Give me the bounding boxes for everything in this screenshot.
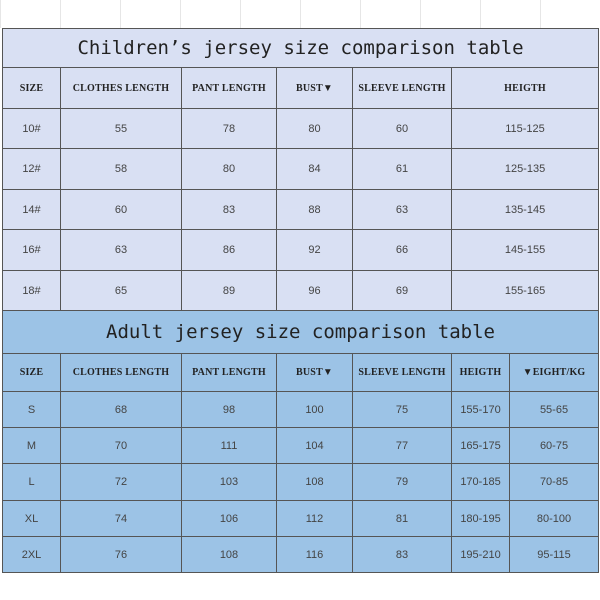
column-header: BUST▼ [276, 353, 353, 392]
column-header: BUST▼ [276, 67, 353, 109]
column-header: PANT LENGTH [181, 67, 277, 109]
table-cell: 60 [352, 108, 452, 149]
adult-table-title: Adult jersey size comparison table [1, 310, 600, 354]
table-cell: 100 [276, 391, 353, 428]
column-header: SIZE [2, 353, 61, 392]
table-cell: 84 [276, 148, 353, 190]
table-cell: 55 [60, 108, 182, 149]
table-cell: 60-75 [508, 427, 600, 464]
table-cell: 83 [181, 189, 277, 230]
table-cell: 63 [352, 189, 452, 230]
table-cell: 16# [2, 229, 61, 271]
table-cell: 180-195 [451, 500, 510, 537]
table-cell: 98 [181, 391, 277, 428]
table-cell: 14# [2, 189, 61, 230]
table-cell: S [2, 391, 61, 428]
table-cell: 78 [181, 108, 277, 149]
table-cell: 111 [181, 427, 277, 464]
column-header: CLOTHES LENGTH [60, 353, 182, 392]
column-header: HEIGTH [450, 67, 600, 109]
column-header: SIZE [2, 67, 61, 109]
table-cell: 106 [181, 500, 277, 537]
table-cell: 170-185 [451, 463, 510, 501]
table-cell: 18# [2, 270, 61, 311]
table-cell: 155-165 [450, 270, 600, 311]
table-cell: 165-175 [451, 427, 510, 464]
table-cell: 92 [276, 229, 353, 271]
table-cell: 81 [352, 500, 452, 537]
table-cell: 69 [352, 270, 452, 311]
table-cell: 145-155 [450, 229, 600, 271]
table-cell: 80 [276, 108, 353, 149]
table-cell: 88 [276, 189, 353, 230]
table-cell: XL [2, 500, 61, 537]
table-cell: 12# [2, 148, 61, 190]
table-cell: 76 [60, 536, 182, 573]
column-header: HEIGTH [451, 353, 510, 392]
column-header: PANT LENGTH [181, 353, 277, 392]
table-cell: 96 [276, 270, 353, 311]
table-cell: 116 [276, 536, 353, 573]
table-row: M 70 111 104 77 165-175 60-75 [2, 427, 600, 464]
table-cell: 72 [60, 463, 182, 501]
table-row: L 72 103 108 79 170-185 70-85 [2, 463, 600, 501]
table-cell: 112 [276, 500, 353, 537]
column-header: CLOTHES LENGTH [60, 67, 182, 109]
table-cell: 83 [352, 536, 452, 573]
table-cell: 155-170 [451, 391, 510, 428]
table-cell: 10# [2, 108, 61, 149]
table-row: XL 74 106 112 81 180-195 80-100 [2, 500, 600, 537]
children-size-table: Children’s jersey size comparison table … [1, 28, 600, 311]
column-header: SLEEVE LENGTH [352, 67, 452, 109]
adult-header-row: SIZE CLOTHES LENGTH PANT LENGTH BUST▼ SLEEVE… [2, 353, 600, 392]
table-cell: 125-135 [450, 148, 600, 190]
table-cell: 74 [60, 500, 182, 537]
table-row: 18# 65 89 96 69 155-165 [2, 270, 600, 311]
table-cell: 89 [181, 270, 277, 311]
table-cell: 65 [60, 270, 182, 311]
table-cell: 60 [60, 189, 182, 230]
table-cell: 80 [181, 148, 277, 190]
table-cell: 115-125 [450, 108, 600, 149]
children-header-row: SIZE CLOTHES LENGTH PANT LENGTH BUST▼ SLEEVE… [2, 67, 600, 109]
table-cell: 77 [352, 427, 452, 464]
table-cell: 55-65 [508, 391, 600, 428]
table-row: 12# 58 80 84 61 125-135 [2, 148, 600, 190]
table-cell: 68 [60, 391, 182, 428]
table-cell: 66 [352, 229, 452, 271]
table-cell: 75 [352, 391, 452, 428]
table-cell: M [2, 427, 61, 464]
table-cell: 108 [181, 536, 277, 573]
table-cell: L [2, 463, 61, 501]
table-cell: 70 [60, 427, 182, 464]
column-header: SLEEVE LENGTH [352, 353, 452, 392]
table-cell: 63 [60, 229, 182, 271]
table-cell: 79 [352, 463, 452, 501]
table-cell: 58 [60, 148, 182, 190]
children-table-title: Children’s jersey size comparison table [1, 28, 600, 68]
table-cell: 195-210 [451, 536, 510, 573]
table-cell: 2XL [2, 536, 61, 573]
table-cell: 104 [276, 427, 353, 464]
table-cell: 80-100 [508, 500, 600, 537]
spreadsheet-gridlines [0, 0, 600, 28]
adult-size-table: Adult jersey size comparison table SIZE C… [1, 310, 600, 573]
table-row: 2XL 76 108 116 83 195-210 95-115 [2, 536, 600, 573]
table-cell: 86 [181, 229, 277, 271]
table-row: S 68 98 100 75 155-170 55-65 [2, 391, 600, 428]
table-row: 16# 63 86 92 66 145-155 [2, 229, 600, 271]
table-cell: 61 [352, 148, 452, 190]
table-cell: 95-115 [508, 536, 600, 573]
table-row: 14# 60 83 88 63 135-145 [2, 189, 600, 230]
table-cell: 108 [276, 463, 353, 501]
table-row: 10# 55 78 80 60 115-125 [2, 108, 600, 149]
column-header: ▼EIGHT/KG [508, 353, 600, 392]
table-cell: 70-85 [508, 463, 600, 501]
table-cell: 103 [181, 463, 277, 501]
table-cell: 135-145 [450, 189, 600, 230]
